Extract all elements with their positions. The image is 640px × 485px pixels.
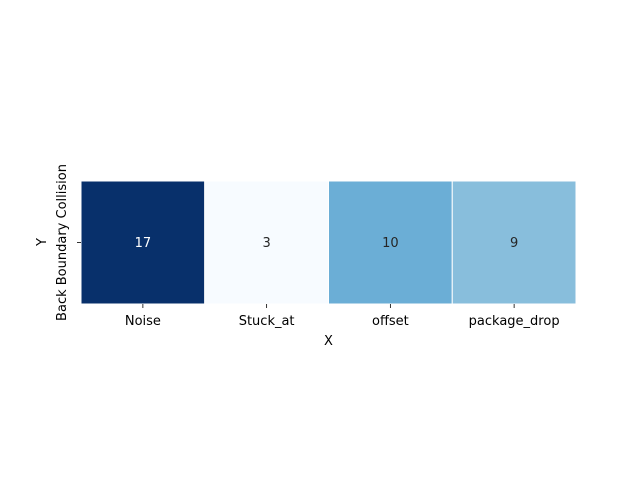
x-axis-label: X bbox=[324, 334, 333, 349]
cell-value-label: 10 bbox=[382, 236, 399, 251]
cell-value-label: 17 bbox=[135, 236, 152, 251]
heatmap-cell bbox=[80, 180, 206, 305]
cell-value-label: 9 bbox=[510, 236, 518, 251]
y-tick-label: Back Boundary Collision bbox=[55, 164, 70, 321]
heatmap-cell-labels: 17 3 10 9 bbox=[135, 236, 519, 251]
x-tick-label: Noise bbox=[125, 314, 161, 329]
x-tick-label: offset bbox=[372, 314, 409, 329]
heatmap-cell bbox=[204, 180, 329, 305]
cell-value-label: 3 bbox=[262, 236, 270, 251]
y-axis-ticks: Back Boundary Collision bbox=[55, 164, 81, 321]
x-tick-label: Stuck_at bbox=[239, 314, 295, 329]
x-axis-ticks: Noise Stuck_at offset package_drop bbox=[125, 304, 560, 329]
x-tick-label: package_drop bbox=[469, 314, 560, 329]
heatmap-cells bbox=[80, 180, 577, 305]
y-axis-label: Y bbox=[35, 238, 50, 247]
heatmap-cell bbox=[328, 180, 453, 305]
heatmap-cell bbox=[451, 180, 577, 305]
